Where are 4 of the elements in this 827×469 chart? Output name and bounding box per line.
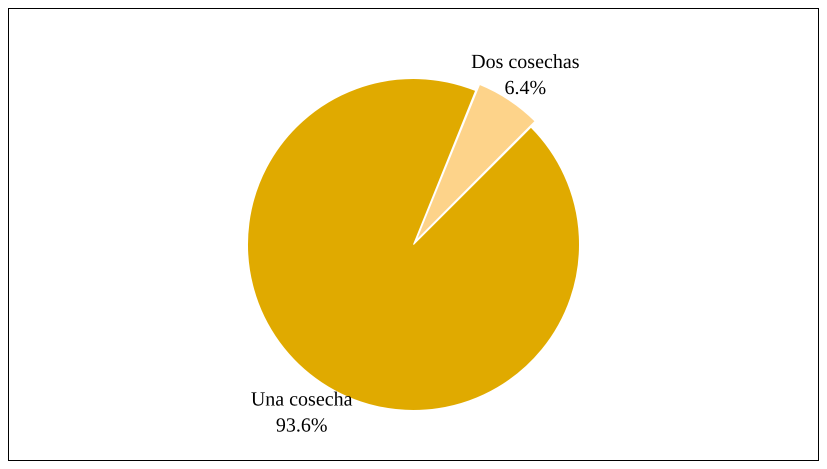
data-label: 93.6% (276, 414, 328, 437)
data-label: 6.4% (504, 76, 546, 99)
slice-label: Una cosecha (250, 388, 353, 411)
slice-label: Dos cosechas (471, 50, 580, 73)
